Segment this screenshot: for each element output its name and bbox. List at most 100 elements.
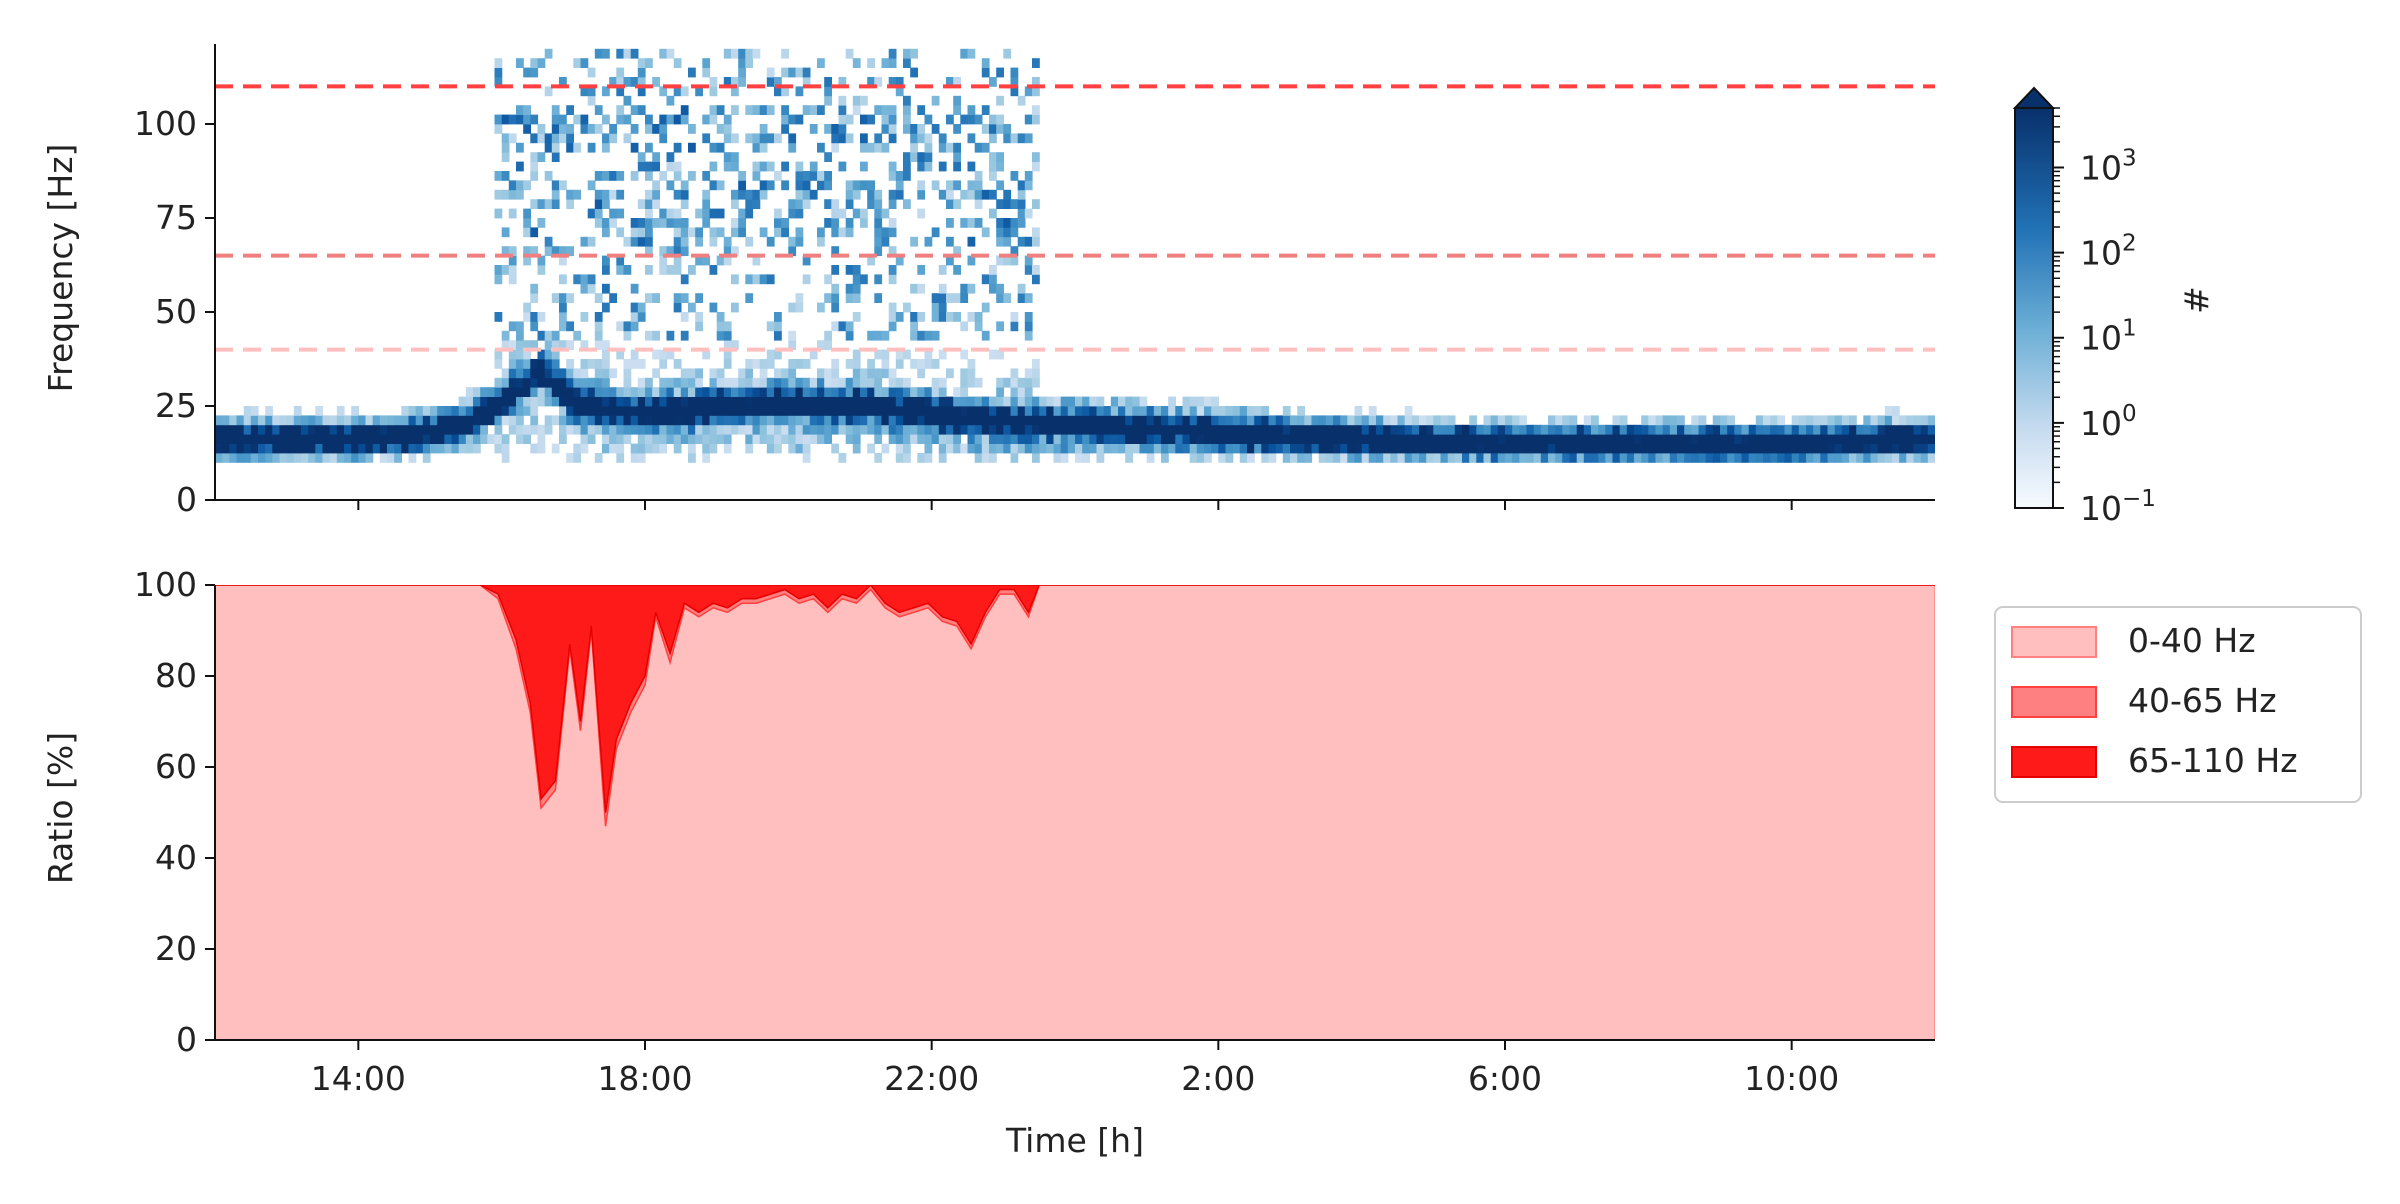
heatmap-cell xyxy=(802,255,811,266)
heatmap-cell xyxy=(1834,415,1843,426)
heatmap-cell xyxy=(573,189,582,200)
heatmap-cell xyxy=(1032,236,1040,247)
heatmap-cell xyxy=(1032,152,1040,162)
heatmap-cell xyxy=(609,208,617,219)
heatmap-cell xyxy=(1827,424,1836,435)
heatmap-cell xyxy=(652,349,660,360)
heatmap-cell xyxy=(580,424,589,435)
heatmap-cell xyxy=(673,218,682,228)
heatmap-cell xyxy=(1082,434,1090,444)
heatmap-cell xyxy=(494,443,503,454)
heatmap-cell xyxy=(666,161,675,172)
heatmap-cell xyxy=(838,415,847,426)
heatmap-cell xyxy=(888,189,897,200)
heatmap-cell xyxy=(602,255,610,266)
heatmap-cell xyxy=(1132,396,1141,407)
heatmap-cell xyxy=(594,368,603,379)
heatmap-cell xyxy=(1483,424,1492,435)
heatmap-cell xyxy=(903,424,911,435)
ratio-y-axis-label: Ratio [%] xyxy=(41,732,80,884)
heatmap-cell xyxy=(559,124,567,134)
heatmap-cell xyxy=(645,189,653,200)
heatmap-cell xyxy=(1325,424,1334,435)
heatmap-cell xyxy=(845,180,854,191)
heatmap-cell xyxy=(888,265,897,275)
heatmap-cell xyxy=(745,406,754,416)
heatmap-cell xyxy=(888,77,897,87)
heatmap-cell xyxy=(258,415,266,426)
heatmap-cell xyxy=(888,227,897,238)
heatmap-cell xyxy=(594,406,603,416)
heatmap-cell xyxy=(838,321,847,332)
heatmap-cell xyxy=(867,415,875,426)
heatmap-cell xyxy=(1419,434,1427,444)
heatmap-cell xyxy=(1110,424,1119,435)
heatmap-cell xyxy=(408,415,417,426)
heatmap-cell xyxy=(580,236,589,247)
heatmap-cell xyxy=(537,424,546,435)
heatmap-cell xyxy=(946,255,954,266)
heatmap-cell xyxy=(630,236,639,247)
heatmap-cell xyxy=(501,387,510,397)
heatmap-cell xyxy=(1003,443,1012,454)
heatmap-cell xyxy=(1368,415,1377,426)
heatmap-cell xyxy=(903,302,911,313)
heatmap-cell xyxy=(1454,434,1463,444)
heatmap-cell xyxy=(867,443,875,454)
heatmap-cell xyxy=(293,406,302,416)
heatmap-cell xyxy=(293,443,302,454)
heatmap-cell xyxy=(1010,453,1019,463)
ratio-x-tick-label: 18:00 xyxy=(597,1059,692,1098)
heatmap-cell xyxy=(465,424,474,435)
heatmap-cell xyxy=(738,77,746,87)
heatmap-cell xyxy=(1168,424,1176,435)
heatmap-cell xyxy=(501,152,510,162)
heatmap-cell xyxy=(501,368,510,379)
heatmap-cell xyxy=(1146,424,1155,435)
heatmap-cell xyxy=(630,312,639,322)
heatmap-cell xyxy=(544,340,553,350)
heatmap-cell xyxy=(508,189,517,200)
heatmap-cell xyxy=(1863,434,1872,444)
heatmap-cell xyxy=(860,142,868,153)
heatmap-cell xyxy=(888,133,897,144)
heatmap-cell xyxy=(1003,434,1012,444)
heatmap-cell xyxy=(1827,453,1836,463)
heatmap-cell xyxy=(1397,453,1406,463)
heatmap-cell xyxy=(544,171,553,181)
heatmap-cell xyxy=(867,387,875,397)
threshold-lines xyxy=(215,84,1935,352)
heatmap-cell xyxy=(602,199,610,209)
heatmap-cell xyxy=(946,77,954,87)
heatmap-cell xyxy=(788,142,797,153)
heatmap-cell xyxy=(494,406,503,416)
heatmap-cell xyxy=(415,443,424,454)
heatmap-cell xyxy=(817,415,825,426)
heatmap-cell xyxy=(1447,434,1456,444)
heatmap-cell xyxy=(1411,443,1420,454)
heatmap-cell xyxy=(766,415,775,426)
heatmap-cell xyxy=(931,312,940,322)
heatmap-cell xyxy=(516,406,524,416)
heatmap-cell xyxy=(530,340,539,350)
heatmap-cell xyxy=(895,415,904,426)
heatmap-cell xyxy=(265,415,273,426)
heatmap-cell xyxy=(623,415,632,426)
heatmap-cell xyxy=(1032,86,1040,97)
heatmap-cell xyxy=(731,396,739,407)
heatmap-cell xyxy=(917,396,926,407)
heatmap-cell xyxy=(508,208,517,219)
heatmap-cell xyxy=(881,368,890,379)
heatmap-cell xyxy=(1884,453,1893,463)
heatmap-cell xyxy=(981,396,990,407)
heatmap-cell xyxy=(422,443,431,454)
heatmap-cell xyxy=(903,396,911,407)
heatmap-cell xyxy=(759,161,768,172)
heatmap-cell xyxy=(960,387,969,397)
heatmap-cell xyxy=(1712,424,1721,435)
heatmap-cell xyxy=(1677,453,1685,463)
heatmap-cell xyxy=(723,77,732,87)
heatmap-cell xyxy=(602,48,610,59)
heatmap-cell xyxy=(322,415,331,426)
heatmap-cell xyxy=(1168,406,1176,416)
